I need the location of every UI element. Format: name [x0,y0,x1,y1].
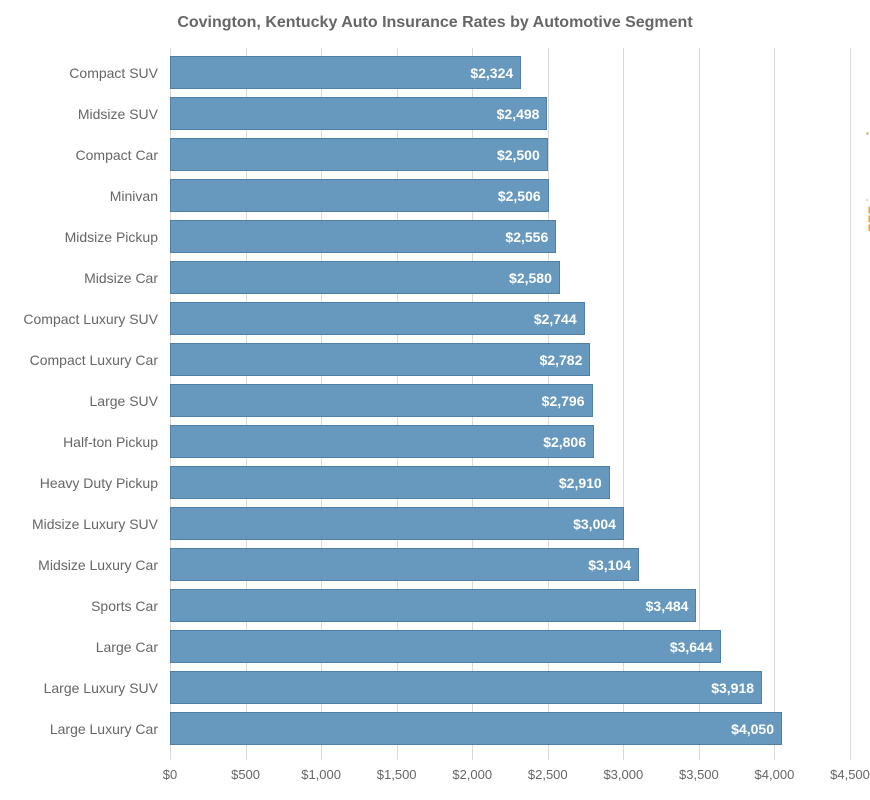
bar-row: Compact Car$2,500 [170,136,850,173]
plot-area: $0$500$1,000$1,500$2,000$2,500$3,000$3,5… [170,48,850,760]
bar-value-label: $2,782 [540,352,583,368]
category-label: Compact Luxury SUV [23,311,170,327]
bar-value-label: $2,796 [542,393,585,409]
bar-row: Midsize Luxury Car$3,104 [170,546,850,583]
bar-value-label: $3,004 [573,516,616,532]
bar [170,97,547,130]
bar-value-label: $3,644 [670,639,713,655]
bar-row: Compact Luxury Car$2,782 [170,341,850,378]
bar [170,302,585,335]
x-tick-label: $1,500 [377,767,417,782]
bar-row: Large Luxury Car$4,050 [170,710,850,747]
bar [170,261,560,294]
watermark-bars-icon: ▮▮▮ [864,206,870,233]
bar [170,507,624,540]
x-tick-label: $3,000 [603,767,643,782]
bar [170,343,590,376]
bar [170,548,639,581]
bar-value-label: $2,910 [559,475,602,491]
bar-row: Midsize Car$2,580 [170,259,850,296]
bar [170,671,762,704]
category-label: Compact Car [76,147,170,163]
bar [170,179,549,212]
bar-row: Minivan$2,506 [170,177,850,214]
bar-row: Sports Car$3,484 [170,587,850,624]
bar-value-label: $2,324 [470,65,513,81]
bar-row: Large Car$3,644 [170,628,850,665]
bar-value-label: $2,500 [497,147,540,163]
bar-value-label: $3,484 [646,598,689,614]
bar-value-label: $2,498 [497,106,540,122]
bar-value-label: $2,744 [534,311,577,327]
watermark-prefix: insura [864,147,870,202]
category-label: Sports Car [91,598,170,614]
bar-row: Heavy Duty Pickup$2,910 [170,464,850,501]
bar-row: Half-ton Pickup$2,806 [170,423,850,460]
x-tick-label: $4,500 [830,767,870,782]
bar [170,425,594,458]
bar-value-label: $2,506 [498,188,541,204]
bar-value-label: $4,050 [731,721,774,737]
bar [170,712,782,745]
x-tick-label: $3,500 [679,767,719,782]
bar-row: Compact Luxury SUV$2,744 [170,300,850,337]
bar [170,466,610,499]
bar-value-label: $2,806 [543,434,586,450]
chart-container: Covington, Kentucky Auto Insurance Rates… [0,0,870,800]
x-tick-label: $4,000 [755,767,795,782]
bar-row: Compact SUV$2,324 [170,54,850,91]
category-label: Large Luxury Car [50,721,170,737]
category-label: Midsize Car [84,270,170,286]
category-label: Half-ton Pickup [63,434,170,450]
bar-value-label: $3,104 [588,557,631,573]
bar [170,630,721,663]
category-label: Compact Luxury Car [30,352,170,368]
category-label: Large Luxury SUV [44,680,170,696]
x-tick-label: $2,000 [452,767,492,782]
bar-row: Midsize Pickup$2,556 [170,218,850,255]
bar [170,384,593,417]
category-label: Midsize Pickup [65,229,170,245]
bar-value-label: $3,918 [711,680,754,696]
bar [170,589,696,622]
bar-row: Large SUV$2,796 [170,382,850,419]
category-label: Minivan [110,188,170,204]
category-label: Heavy Duty Pickup [40,475,170,491]
bar-row: Midsize SUV$2,498 [170,95,850,132]
watermark-insuraviz: ▮▮▮ insuraviz [864,120,870,233]
gridline [850,48,851,760]
x-tick-label: $500 [231,767,260,782]
bar-value-label: $2,580 [509,270,552,286]
bar [170,138,548,171]
bar [170,56,521,89]
category-label: Midsize SUV [78,106,170,122]
category-label: Midsize Luxury SUV [32,516,170,532]
chart-title: Covington, Kentucky Auto Insurance Rates… [0,0,870,32]
bar [170,220,556,253]
bar-row: Large Luxury SUV$3,918 [170,669,850,706]
category-label: Compact SUV [69,65,170,81]
category-label: Midsize Luxury Car [38,557,170,573]
x-tick-label: $1,000 [301,767,341,782]
category-label: Large SUV [90,393,170,409]
watermark-accent: viz [864,120,870,147]
bar-value-label: $2,556 [505,229,548,245]
category-label: Large Car [96,639,170,655]
x-tick-label: $0 [163,767,177,782]
x-tick-label: $2,500 [528,767,568,782]
bar-row: Midsize Luxury SUV$3,004 [170,505,850,542]
